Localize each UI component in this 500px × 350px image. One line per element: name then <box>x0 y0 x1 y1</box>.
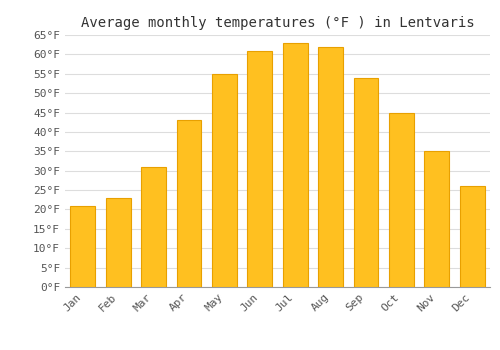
Bar <box>70 205 95 287</box>
Bar <box>318 47 343 287</box>
Bar <box>460 186 484 287</box>
Bar <box>424 151 450 287</box>
Bar <box>141 167 166 287</box>
Bar <box>389 113 414 287</box>
Bar <box>248 50 272 287</box>
Bar <box>176 120 202 287</box>
Title: Average monthly temperatures (°F ) in Lentvaris: Average monthly temperatures (°F ) in Le… <box>80 16 474 30</box>
Bar <box>354 78 378 287</box>
Bar <box>283 43 308 287</box>
Bar <box>212 74 237 287</box>
Bar <box>106 198 130 287</box>
